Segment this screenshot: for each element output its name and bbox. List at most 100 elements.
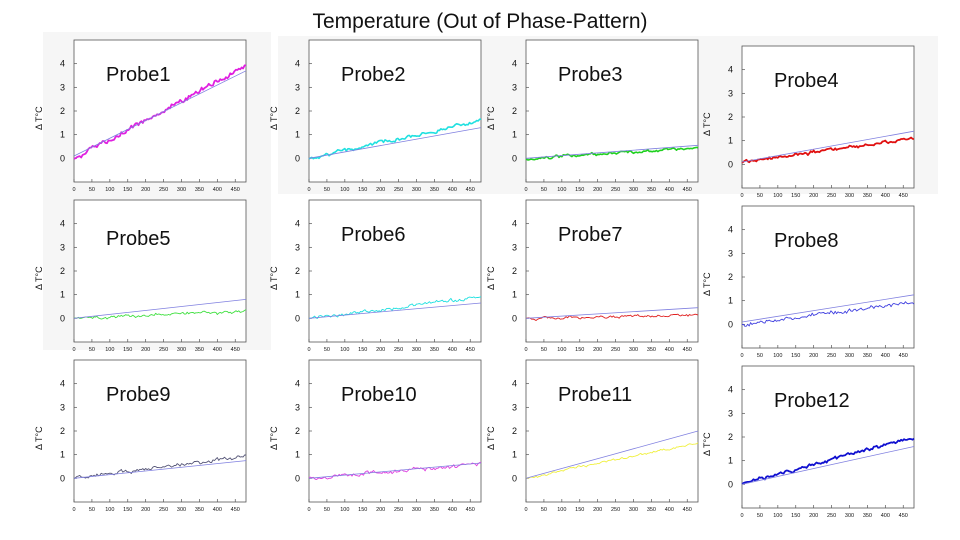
x-tick-label: 50: [89, 507, 95, 513]
x-tick-label: 450: [466, 347, 475, 353]
series-line-measured: [741, 136, 915, 164]
x-tick-label: 0: [72, 187, 75, 193]
x-tick-label: 400: [448, 347, 457, 353]
x-tick-label: 200: [593, 507, 602, 513]
y-axis-label: Δ T°C: [702, 432, 712, 456]
x-tick-label: 0: [740, 513, 743, 519]
x-tick-label: 300: [412, 347, 421, 353]
x-tick-label: 450: [899, 193, 908, 199]
x-tick-label: 400: [881, 193, 890, 199]
series-line-measured: [308, 118, 482, 160]
x-tick-label: 350: [647, 507, 656, 513]
x-tick-label: 150: [791, 353, 800, 359]
plot-frame: [741, 205, 915, 349]
x-tick-label: 50: [324, 347, 330, 353]
y-tick-label: 3: [295, 242, 300, 252]
series-line-fit: [73, 70, 247, 157]
x-tick-label: 100: [340, 507, 349, 513]
x-tick-label: 450: [899, 513, 908, 519]
plot-frame: [741, 45, 915, 189]
x-tick-label: 50: [541, 507, 547, 513]
y-tick-label: 0: [728, 479, 733, 489]
x-tick-label: 100: [557, 507, 566, 513]
y-tick-label: 3: [512, 82, 517, 92]
y-tick-label: 0: [512, 473, 517, 483]
chart-svg: 0 1 2 3 4 0 50 100 150 200 250 300 350 400 450: [60, 199, 247, 353]
y-tick-label: 3: [728, 408, 733, 418]
x-tick-label: 250: [394, 187, 403, 193]
x-tick-label: 200: [141, 347, 150, 353]
x-tick-label: 200: [376, 347, 385, 353]
y-tick-label: 2: [295, 266, 300, 276]
y-axis-label: Δ T°C: [34, 266, 44, 290]
x-tick-label: 100: [773, 353, 782, 359]
x-tick-label: 250: [611, 507, 620, 513]
y-tick-label: 0: [512, 313, 517, 323]
x-tick-label: 200: [141, 187, 150, 193]
x-tick-label: 150: [123, 507, 132, 513]
y-tick-label: 2: [295, 106, 300, 116]
y-axis-label: Δ T°C: [486, 266, 496, 290]
y-tick-label: 4: [512, 379, 517, 389]
chart-probe12: 0 1 2 3 4 0 50 100 150 200 250 300 350 400 450 Δ T°C Pro…: [702, 358, 923, 519]
x-tick-label: 50: [757, 353, 763, 359]
x-tick-label: 0: [740, 353, 743, 359]
series-line-fit: [308, 302, 482, 319]
x-tick-label: 200: [809, 193, 818, 199]
y-tick-label: 3: [512, 402, 517, 412]
y-tick-label: 2: [512, 266, 517, 276]
x-tick-label: 350: [430, 347, 439, 353]
x-tick-label: 150: [123, 347, 132, 353]
x-tick-label: 450: [466, 187, 475, 193]
x-tick-label: 150: [791, 193, 800, 199]
plot-frame: [308, 359, 482, 503]
x-tick-label: 250: [159, 507, 168, 513]
plot-frame: [525, 359, 699, 503]
series-line-measured: [73, 64, 246, 160]
y-tick-label: 4: [728, 65, 733, 75]
series-line-measured: [73, 454, 246, 480]
probe-label: Probe5: [106, 228, 171, 250]
y-axis-label: Δ T°C: [269, 266, 279, 290]
y-axis-label: Δ T°C: [702, 112, 712, 136]
x-tick-label: 0: [740, 193, 743, 199]
chart-probe11: 0 1 2 3 4 0 50 100 150 200 250 300 350 400 450 Δ T°C Pro…: [486, 352, 707, 513]
x-tick-label: 300: [845, 193, 854, 199]
x-tick-label: 300: [177, 507, 186, 513]
x-tick-label: 400: [665, 187, 674, 193]
y-tick-label: 4: [295, 379, 300, 389]
series-line-fit: [308, 127, 482, 159]
chart-svg: 0 1 2 3 4 0 50 100 150 200 250 300 350 400 450: [512, 199, 699, 353]
x-tick-label: 300: [629, 347, 638, 353]
series-line-measured: [741, 437, 915, 485]
x-tick-label: 350: [647, 187, 656, 193]
x-tick-label: 250: [159, 187, 168, 193]
probe-label: Probe4: [774, 70, 839, 92]
y-tick-label: 0: [728, 319, 733, 329]
plot-frame: [73, 199, 247, 343]
x-tick-label: 50: [89, 347, 95, 353]
x-tick-label: 450: [231, 507, 240, 513]
x-tick-label: 300: [629, 507, 638, 513]
y-tick-label: 2: [512, 106, 517, 116]
y-tick-label: 1: [295, 450, 300, 460]
y-tick-label: 2: [60, 426, 65, 436]
y-axis-label: Δ T°C: [34, 106, 44, 130]
y-tick-label: 0: [60, 473, 65, 483]
x-tick-label: 150: [123, 187, 132, 193]
y-tick-label: 4: [295, 219, 300, 229]
x-tick-label: 50: [757, 193, 763, 199]
x-tick-label: 200: [593, 347, 602, 353]
x-tick-label: 400: [213, 347, 222, 353]
probe-label: Probe12: [774, 390, 850, 412]
chart-probe4: 0 1 2 3 4 0 50 100 150 200 250 300 350 400 450 Δ T°C Pro…: [702, 38, 923, 199]
x-tick-label: 50: [324, 187, 330, 193]
chart-svg: 0 1 2 3 4 0 50 100 150 200 250 300 350 400 450: [295, 199, 482, 353]
x-tick-label: 0: [524, 507, 527, 513]
y-tick-label: 2: [60, 106, 65, 116]
x-tick-label: 100: [773, 193, 782, 199]
x-tick-label: 300: [629, 187, 638, 193]
x-tick-label: 200: [593, 187, 602, 193]
y-tick-label: 2: [60, 266, 65, 276]
x-tick-label: 100: [340, 187, 349, 193]
